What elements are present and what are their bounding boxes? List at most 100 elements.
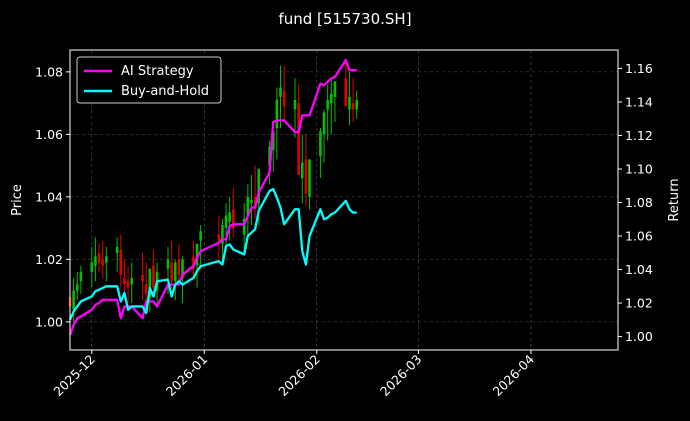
candle-body <box>319 131 322 157</box>
candle <box>304 134 308 207</box>
candle <box>242 203 246 254</box>
legend-label-buy-and-hold: Buy-and-Hold <box>121 84 209 99</box>
candle-body <box>141 275 144 282</box>
candle-body <box>304 159 308 194</box>
candle-body <box>97 253 101 263</box>
y-axis-left-label: Price <box>10 184 25 216</box>
y-axis-right: 1.00 1.02 1.04 1.06 1.08 1.10 1.12 1.14 1.16 <box>618 61 653 344</box>
candle <box>115 237 119 272</box>
candle <box>329 78 333 135</box>
y-right-tick-label: 1.04 <box>625 262 653 277</box>
candle <box>250 175 253 225</box>
candle <box>279 65 282 129</box>
candle <box>192 240 195 282</box>
candle <box>126 265 130 304</box>
candle-body <box>253 196 257 207</box>
candle-body <box>123 278 126 285</box>
candle <box>344 62 348 107</box>
candle-body <box>104 256 108 263</box>
candle <box>199 225 202 269</box>
candle-body <box>326 100 329 110</box>
candle <box>232 187 235 238</box>
candle-body <box>126 281 130 288</box>
candle-body <box>329 93 333 104</box>
y-left-tick-label: 1.08 <box>35 64 63 79</box>
candle <box>355 90 359 119</box>
candle <box>79 265 83 294</box>
candle-body <box>275 100 279 129</box>
candle <box>152 250 155 297</box>
candle <box>119 234 123 288</box>
candle <box>300 134 304 204</box>
candle <box>322 109 326 163</box>
candle <box>130 262 133 304</box>
legend-label-ai-strategy: AI Strategy <box>121 64 194 79</box>
candle-body <box>119 250 123 275</box>
candle-body <box>144 284 148 294</box>
candle <box>195 243 199 288</box>
candle <box>217 215 221 260</box>
y-right-tick-label: 1.08 <box>625 195 653 210</box>
candle-body <box>173 262 177 282</box>
candle-body <box>242 218 246 235</box>
candle-body <box>79 271 83 282</box>
candle <box>293 78 297 138</box>
candle <box>282 65 286 122</box>
plot-frame <box>69 49 619 351</box>
chart-title: fund [515730.SH] <box>278 10 411 28</box>
candle <box>94 237 97 282</box>
candle-body <box>232 209 235 229</box>
candle-body <box>221 225 224 244</box>
y-left-tick-label: 1.00 <box>35 314 63 329</box>
candle <box>246 184 250 238</box>
candle-body <box>246 196 250 216</box>
candle-body <box>344 78 348 107</box>
candle <box>326 84 329 141</box>
candle-body <box>192 256 195 269</box>
candle-body <box>152 265 155 288</box>
y-left-tick-label: 1.06 <box>35 127 63 142</box>
candle <box>104 246 108 282</box>
candle <box>253 165 257 219</box>
candle-body <box>322 112 326 135</box>
candle-body <box>177 259 181 275</box>
candle <box>170 240 173 288</box>
candle-body <box>72 290 75 310</box>
y-right-tick-label: 1.10 <box>625 161 653 176</box>
candle-body <box>279 87 282 97</box>
candlesticks <box>68 62 359 322</box>
series-line-buy-and-hold <box>68 187 357 321</box>
y-right-tick-label: 1.06 <box>625 229 653 244</box>
candle <box>141 253 144 300</box>
candle <box>97 243 101 272</box>
candle-body <box>300 162 304 179</box>
candle <box>177 243 181 285</box>
candle-body <box>195 243 199 266</box>
candle-body <box>115 246 119 254</box>
candle-body <box>351 103 355 110</box>
candle-body <box>308 159 311 197</box>
candle-body <box>181 259 184 279</box>
candle <box>181 256 184 304</box>
y-right-tick-label: 1.14 <box>625 94 653 109</box>
candle-body <box>94 256 97 266</box>
y-right-tick-label: 1.16 <box>625 61 653 76</box>
y-right-tick-label: 1.02 <box>625 296 653 311</box>
candle-body <box>355 100 359 110</box>
candle-body <box>348 96 351 110</box>
candle-body <box>282 90 286 107</box>
candle <box>308 159 311 210</box>
y-right-tick-label: 1.00 <box>625 329 653 344</box>
candle <box>173 259 177 300</box>
candle <box>101 240 104 279</box>
candle <box>228 196 231 241</box>
candle <box>348 71 351 125</box>
candle <box>90 246 94 288</box>
candle-body <box>90 262 94 272</box>
candle-body <box>75 284 79 291</box>
y-axis-left: 1.00 1.02 1.04 1.06 1.08 <box>35 64 70 329</box>
candle-body <box>224 215 228 229</box>
candle-body <box>271 131 275 150</box>
candle-body <box>250 200 253 204</box>
